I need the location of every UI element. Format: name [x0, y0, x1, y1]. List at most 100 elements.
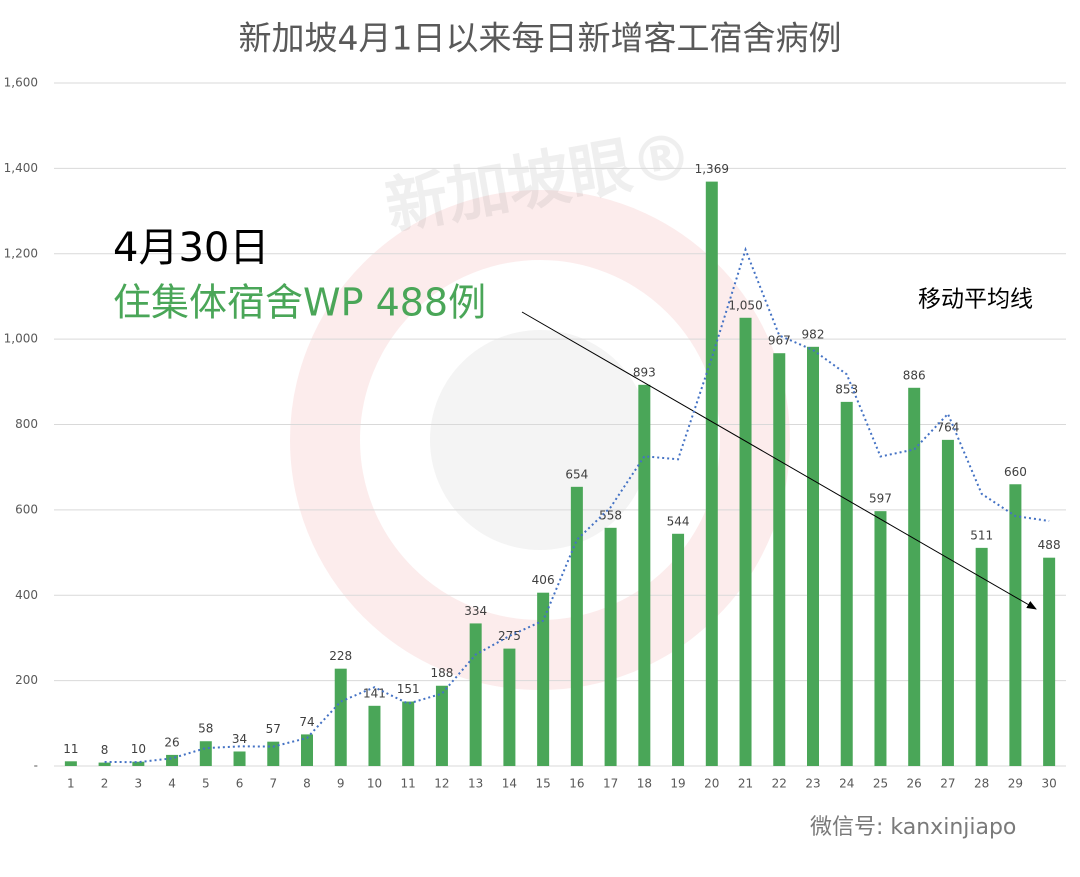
bar: [908, 387, 921, 766]
bar: [773, 353, 786, 766]
x-tick-label: 3: [135, 777, 143, 791]
value-label: 654: [565, 467, 588, 481]
bar: [334, 668, 347, 766]
bar: [132, 761, 145, 766]
y-tick-label: 800: [15, 417, 38, 431]
bar: [941, 439, 954, 766]
value-label: 886: [903, 368, 926, 382]
value-label: 57: [266, 722, 281, 736]
moving-average-label: 移动平均线: [918, 287, 1033, 313]
value-label: 58: [198, 722, 213, 736]
bar: [98, 762, 111, 766]
x-tick-label: 6: [236, 777, 244, 791]
bar: [975, 547, 988, 766]
value-label: 1,050: [728, 298, 762, 312]
bar: [840, 401, 853, 766]
x-tick-label: 30: [1041, 777, 1056, 791]
bar: [301, 734, 313, 766]
x-tick-label: 9: [337, 777, 345, 791]
value-label: 660: [1004, 465, 1027, 479]
x-tick-label: 27: [940, 777, 955, 791]
value-label: 151: [397, 682, 420, 696]
y-tick-label: 1,600: [4, 76, 38, 90]
bar: [874, 511, 887, 766]
value-label: 982: [802, 327, 825, 341]
value-label: 10: [131, 742, 146, 756]
wechat-id: 微信号: kanxinjiapo: [810, 815, 1016, 840]
value-label: 188: [430, 666, 453, 680]
y-tick-label: 400: [15, 588, 38, 602]
x-tick-label: 20: [704, 777, 719, 791]
x-tick-label: 8: [303, 777, 311, 791]
x-tick-label: 4: [168, 777, 176, 791]
value-label: 488: [1038, 538, 1061, 552]
bar: [537, 592, 550, 766]
value-label: 228: [329, 649, 352, 663]
bar: [166, 754, 179, 766]
value-label: 511: [970, 528, 993, 542]
chart-title: 新加坡4月1日以来每日新增客工宿舍病例: [239, 19, 842, 58]
trend-arrow: [521, 311, 1037, 610]
watermark-eye: [430, 330, 650, 550]
annotation-count: 住集体宿舍WP 488例: [113, 281, 486, 325]
y-tick-label: 1,000: [4, 332, 38, 346]
x-tick-label: 13: [468, 777, 483, 791]
x-tick-label: 26: [907, 777, 922, 791]
bar: [503, 648, 516, 766]
bar: [267, 741, 280, 766]
bar: [638, 384, 651, 766]
value-label: 406: [532, 573, 555, 587]
x-tick-label: 24: [839, 777, 854, 791]
annotation-date: 4月30日: [113, 225, 269, 271]
bar: [199, 741, 212, 766]
y-tick-label: -: [34, 759, 38, 773]
bar: [570, 486, 583, 766]
x-tick-label: 22: [772, 777, 787, 791]
value-label: 853: [835, 382, 858, 396]
y-tick-label: 1,400: [4, 161, 38, 175]
x-tick-label: 28: [974, 777, 989, 791]
x-tick-label: 5: [202, 777, 210, 791]
value-label: 11: [63, 742, 78, 756]
x-tick-label: 10: [367, 777, 382, 791]
x-tick-label: 21: [738, 777, 753, 791]
bar: [1043, 557, 1056, 766]
value-label: 8: [101, 743, 109, 757]
y-tick-label: 200: [15, 673, 38, 687]
x-tick-label: 18: [637, 777, 652, 791]
x-tick-label: 7: [269, 777, 277, 791]
bar: [64, 761, 77, 766]
bar: [233, 751, 246, 766]
value-label: 74: [299, 715, 314, 729]
bar: [739, 317, 752, 766]
x-tick-label: 15: [535, 777, 550, 791]
x-tick-label: 17: [603, 777, 618, 791]
x-tick-label: 14: [502, 777, 517, 791]
moving-average-line: [104, 246, 1050, 764]
x-tick-label: 29: [1008, 777, 1023, 791]
bar: [469, 623, 482, 766]
x-tick-label: 11: [401, 777, 416, 791]
value-label: 558: [599, 508, 622, 522]
value-label: 967: [768, 334, 791, 348]
y-tick-label: 1,200: [4, 246, 38, 260]
bar: [604, 527, 617, 766]
value-label: 544: [667, 514, 690, 528]
bar: [435, 685, 448, 766]
value-label: 141: [363, 686, 386, 700]
y-tick-label: 600: [15, 502, 38, 516]
x-tick-label: 16: [569, 777, 584, 791]
value-label: 26: [164, 735, 179, 749]
bar: [368, 705, 381, 766]
bar: [402, 701, 415, 766]
x-tick-label: 19: [670, 777, 685, 791]
x-tick-label: 1: [67, 777, 75, 791]
value-label: 334: [464, 604, 487, 618]
x-tick-label: 23: [805, 777, 820, 791]
value-label: 597: [869, 492, 892, 506]
value-label: 1,369: [695, 162, 729, 176]
bar: [672, 533, 685, 766]
value-label: 34: [232, 732, 247, 746]
bar: [807, 346, 819, 766]
